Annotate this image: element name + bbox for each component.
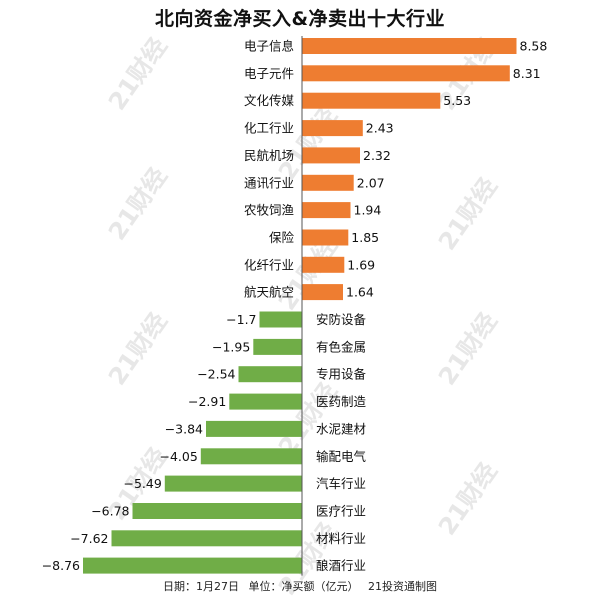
category-label: 输配电气 bbox=[316, 449, 367, 464]
category-label: 化工行业 bbox=[244, 121, 294, 136]
bar bbox=[132, 503, 302, 519]
data-label: −8.76 bbox=[42, 558, 80, 573]
bar bbox=[302, 229, 349, 246]
data-label: −2.91 bbox=[188, 394, 226, 409]
bar bbox=[302, 256, 345, 273]
data-label: 1.64 bbox=[346, 285, 374, 300]
data-label: −1.7 bbox=[226, 312, 256, 327]
category-label: 水泥建材 bbox=[316, 421, 366, 436]
category-label: 化纤行业 bbox=[244, 257, 294, 272]
bar bbox=[302, 65, 510, 82]
category-label: 农牧饲渔 bbox=[244, 203, 294, 218]
category-label: 航天航空 bbox=[244, 285, 294, 300]
data-label: −1.95 bbox=[212, 339, 250, 354]
bar bbox=[302, 92, 441, 109]
category-label: 民航机场 bbox=[244, 148, 294, 163]
data-label: 1.69 bbox=[347, 257, 375, 272]
data-label: 1.94 bbox=[354, 203, 382, 218]
data-label: −7.62 bbox=[70, 531, 108, 546]
bar bbox=[302, 174, 354, 191]
data-label: −2.54 bbox=[197, 367, 235, 382]
bar bbox=[259, 311, 302, 328]
bar bbox=[111, 530, 302, 547]
data-label: −3.84 bbox=[165, 421, 203, 436]
category-label: 医药制造 bbox=[316, 394, 367, 409]
data-label: 2.07 bbox=[357, 175, 385, 190]
category-label: 酿酒行业 bbox=[316, 558, 366, 573]
category-label: 电子元件 bbox=[244, 66, 294, 81]
bar bbox=[302, 120, 363, 137]
category-label: 保险 bbox=[269, 230, 295, 245]
bar bbox=[253, 338, 303, 355]
data-label: 5.53 bbox=[443, 93, 471, 108]
data-label: 1.85 bbox=[351, 230, 379, 245]
bar bbox=[164, 475, 303, 492]
bar bbox=[302, 38, 517, 54]
bar bbox=[206, 420, 302, 437]
footer-source: 21投资通制图 bbox=[368, 580, 437, 593]
bar bbox=[302, 202, 351, 219]
bar bbox=[229, 393, 303, 410]
bar bbox=[83, 557, 302, 574]
bar bbox=[200, 448, 303, 465]
bar bbox=[302, 284, 343, 301]
data-label: 2.43 bbox=[366, 121, 394, 136]
category-label: 电子信息 bbox=[244, 39, 294, 54]
data-label: −6.78 bbox=[91, 504, 129, 519]
chart-footer: 日期：1月27日 单位：净买额（亿元） 21投资通制图 bbox=[0, 578, 600, 594]
chart-title: 北向资金净买入&净卖出十大行业 bbox=[154, 8, 446, 30]
data-label: −5.49 bbox=[123, 476, 161, 491]
data-label: 8.31 bbox=[513, 66, 541, 81]
category-label: 通讯行业 bbox=[244, 175, 294, 190]
category-label: 材料行业 bbox=[316, 531, 366, 546]
data-label: −4.05 bbox=[159, 449, 197, 464]
category-label: 文化传媒 bbox=[244, 93, 295, 108]
category-label: 汽车行业 bbox=[316, 476, 366, 491]
category-label: 专用设备 bbox=[316, 367, 367, 382]
footer-date: 日期：1月27日 bbox=[163, 580, 239, 593]
category-label: 安防设备 bbox=[316, 312, 367, 327]
data-label: 2.32 bbox=[363, 148, 391, 163]
bar bbox=[238, 366, 302, 383]
category-label: 医疗行业 bbox=[316, 504, 366, 519]
footer-unit: 单位：净买额（亿元） bbox=[248, 580, 359, 593]
category-label: 有色金属 bbox=[316, 339, 366, 354]
bar bbox=[302, 147, 360, 164]
data-label: 8.58 bbox=[520, 39, 548, 54]
